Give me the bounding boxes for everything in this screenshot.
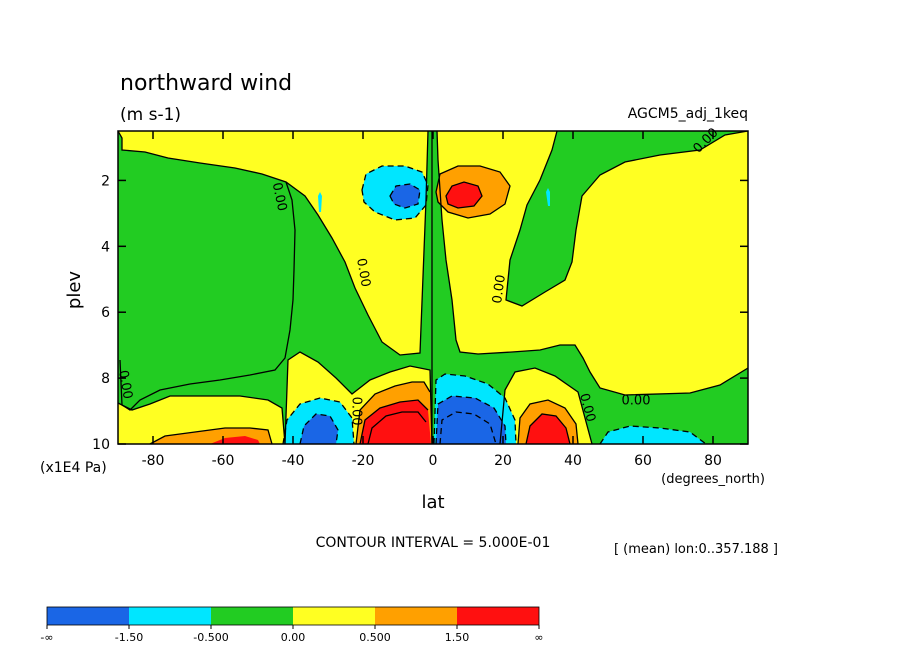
region-cyan-bottom-right <box>600 426 706 444</box>
region-cyan-speck-right <box>546 188 550 206</box>
region-positive-left <box>118 131 428 355</box>
zero-line-bottom-left <box>118 395 286 444</box>
contour-value-label: 0.00 <box>353 257 373 288</box>
y-tick-label: 6 <box>101 305 110 321</box>
colorbar-swatch <box>375 607 457 625</box>
colorbar-label: 0.500 <box>359 631 391 644</box>
positive-line-bottom-right-core <box>525 413 571 444</box>
x-tick-label: -80 <box>142 453 165 469</box>
positive-line-upper-right <box>435 165 511 219</box>
x-tick-label: 80 <box>704 453 722 469</box>
colorbar: -∞ -1.50 -0.500 0.00 0.500 1.50 ∞ <box>40 606 544 644</box>
chart-subtitle: (m s-1) <box>120 105 181 125</box>
x-axis-units: (degrees_north) <box>661 472 765 487</box>
region-red-bottom-right <box>526 414 570 444</box>
negative-contour-lines <box>282 165 707 444</box>
contour-value-label: 0.00 <box>269 181 290 212</box>
positive-line-bottom-mid-inner <box>367 411 427 444</box>
x-tick-label: 60 <box>634 453 652 469</box>
negative-line-bottom-right <box>599 425 707 444</box>
x-tick-label: 20 <box>494 453 512 469</box>
region-blue-bottom-left <box>300 414 338 444</box>
negative-line-bottom-center-core <box>435 395 507 444</box>
contour-value-label: 0.00 <box>490 274 509 305</box>
x-tick-label: -60 <box>212 453 235 469</box>
colorbar-swatch <box>129 607 211 625</box>
zero-line-left <box>118 131 429 356</box>
negative-line-bottom-left <box>282 397 355 444</box>
negative-line-bottom-center-inner <box>439 411 497 444</box>
colorbar-swatch <box>457 607 539 625</box>
region-red-upper-right <box>446 182 482 208</box>
axis-ticks: -80 -60 -40 -20 0 20 40 60 80 2 4 6 8 10 <box>92 131 748 469</box>
region-blue-upper-left <box>390 184 420 208</box>
contour-labels: 0.000.000.000.000.000.00 0.00 0.00 <box>115 125 721 425</box>
zero-line-green-left <box>119 181 296 411</box>
y-axis-label: plev <box>64 271 85 310</box>
x-tick-label: 40 <box>564 453 582 469</box>
colorbar-label: -∞ <box>40 631 53 644</box>
x-tick-label: -40 <box>282 453 305 469</box>
contour-interval-label: CONTOUR INTERVAL = 5.000E-01 <box>316 535 551 551</box>
positive-line-bottom-left <box>149 427 273 444</box>
zero-line-right <box>436 131 748 396</box>
colorbar-label: -1.50 <box>115 631 143 644</box>
colorbar-label: ∞ <box>534 631 543 644</box>
zero-line-right-inner <box>505 131 748 307</box>
y-tick-label: 8 <box>101 371 110 387</box>
zero-line-bottom-right <box>499 367 593 444</box>
negative-line-upper-left <box>361 165 429 221</box>
contour-fill <box>118 131 748 444</box>
region-positive-right <box>437 131 748 395</box>
y-tick-label: 2 <box>101 173 110 189</box>
contour-value-label: 0.00 <box>576 392 598 424</box>
colorbar-label: 1.50 <box>445 631 470 644</box>
positive-line-bottom-right <box>517 399 579 444</box>
zero-line-bottom-mid <box>284 351 433 444</box>
positive-line-bottom-mid <box>355 381 431 444</box>
colorbar-swatch <box>47 607 129 625</box>
negative-line-bottom-center <box>433 373 517 444</box>
negative-line-upper-left-core <box>389 183 421 209</box>
chart-title: northward wind <box>120 71 292 96</box>
contour-value-label: 0.00 <box>622 394 651 409</box>
positive-line-upper-right-core <box>445 181 483 209</box>
negative-line-bottom-left-core <box>299 413 339 444</box>
mean-label: [ (mean) lon:0..357.188 ] <box>614 542 778 557</box>
colorbar-label: -0.500 <box>193 631 228 644</box>
colorbar-label: 0.00 <box>281 631 306 644</box>
region-blue-bottom-center <box>436 396 506 444</box>
contour-value-label: 0.00 <box>349 397 364 426</box>
x-tick-label: 0 <box>429 453 438 469</box>
x-axis-label: lat <box>421 492 444 513</box>
colorbar-swatch <box>211 607 293 625</box>
y-tick-label: 4 <box>101 239 110 255</box>
region-green-left <box>120 150 295 410</box>
region-red-bottom-mid <box>360 400 431 444</box>
positive-line-bottom-mid-core <box>359 399 429 444</box>
y-axis-units: (x1E4 Pa) <box>40 460 107 476</box>
region-cyan-speck-left <box>318 192 322 212</box>
colorbar-swatch <box>293 607 375 625</box>
y-tick-label: 10 <box>92 437 110 453</box>
x-tick-label: -20 <box>352 453 375 469</box>
contour-lines <box>118 131 748 444</box>
contour-value-label: 0.00 <box>115 369 135 400</box>
dataset-label: AGCM5_adj_1keq <box>628 106 748 122</box>
